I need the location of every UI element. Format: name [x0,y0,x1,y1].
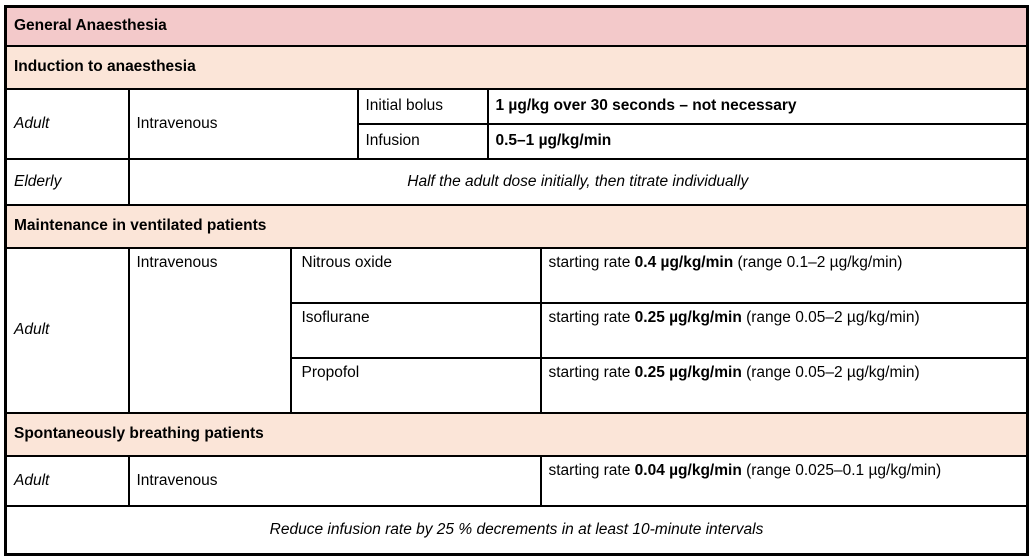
section-header-spontaneous: Spontaneously breathing patients [4,411,1029,457]
reduction-note-cell: Reduce infusion rate by 25 % decrements … [4,504,1029,556]
table-row: General Anaesthesia [4,5,1029,47]
dose-range: (range 0.025–0.1 µg/kg/min) [741,461,942,479]
table-title: General Anaesthesia [4,5,1029,47]
dose-value-cell: starting rate 0.04 µg/kg/min (range 0.02… [539,454,1029,507]
table-row: Induction to anaesthesia [4,44,1029,90]
drug-name-cell: Nitrous oxide [289,246,542,304]
table-row: Adult Intravenous Initial bolus 1 µg/kg … [4,87,1029,160]
table-row: Maintenance in ventilated patients [4,203,1029,249]
dose-text: starting rate [548,461,635,479]
dose-text: starting rate [548,308,635,326]
table-row: Infusion 0.5–1 µg/kg/min [6,122,1029,160]
dose-range: (range 0.05–2 µg/kg/min) [741,363,920,381]
section-header-induction: Induction to anaesthesia [4,44,1029,90]
route-cell: Intravenous [127,454,542,507]
dose-value-cell: starting rate 0.4 µg/kg/min (range 0.1–2… [539,246,1029,304]
drug-name-cell: Propofol [289,356,542,414]
dose-text: starting rate [548,363,635,381]
dose-strong: 0.04 µg/kg/min [634,461,742,479]
table-row: Propofol starting rate 0.25 µg/kg/min (r… [6,356,1029,414]
dose-range: (range 0.1–2 µg/kg/min) [733,253,903,271]
elderly-note-cell: Half the adult dose initially, then titr… [127,157,1029,206]
section-header-maintenance: Maintenance in ventilated patients [4,203,1029,249]
patient-group-label: Adult [4,246,130,414]
table-row: Reduce infusion rate by 25 % decrements … [4,504,1029,556]
drug-name-cell: Isoflurane [289,301,542,359]
dose-strong: 0.25 µg/kg/min [634,363,742,381]
dose-value-cell: 0.5–1 µg/kg/min [486,122,1029,160]
patient-group-label: Elderly [4,157,130,206]
table-row: Spontaneously breathing patients [4,411,1029,457]
dose-range: (range 0.05–2 µg/kg/min) [741,308,920,326]
dose-strong: 0.25 µg/kg/min [634,308,742,326]
patient-group-label: Adult [4,87,130,160]
table-row: Isoflurane starting rate 0.25 µg/kg/min … [6,301,1029,359]
route-cell: Intravenous [127,246,292,414]
table-row: Adult Intravenous Nitrous oxide starting… [4,246,1029,414]
route-cell: Intravenous [127,87,359,160]
table-row: Elderly Half the adult dose initially, t… [4,157,1029,206]
dose-text: starting rate [548,253,635,271]
dose-value-cell: starting rate 0.25 µg/kg/min (range 0.05… [539,356,1029,414]
dose-type-cell: Infusion [356,122,489,160]
table-row: Adult Intravenous starting rate 0.04 µg/… [4,454,1029,507]
dose-strong: 0.4 µg/kg/min [634,253,734,271]
dose-value-cell: 1 µg/kg over 30 seconds – not necessary [486,87,1029,125]
patient-group-label: Adult [4,454,130,507]
dose-type-cell: Initial bolus [356,87,489,125]
dose-value-cell: starting rate 0.25 µg/kg/min (range 0.05… [539,301,1029,359]
anaesthesia-dosing-table: General Anaesthesia Induction to anaesth… [4,5,1029,556]
